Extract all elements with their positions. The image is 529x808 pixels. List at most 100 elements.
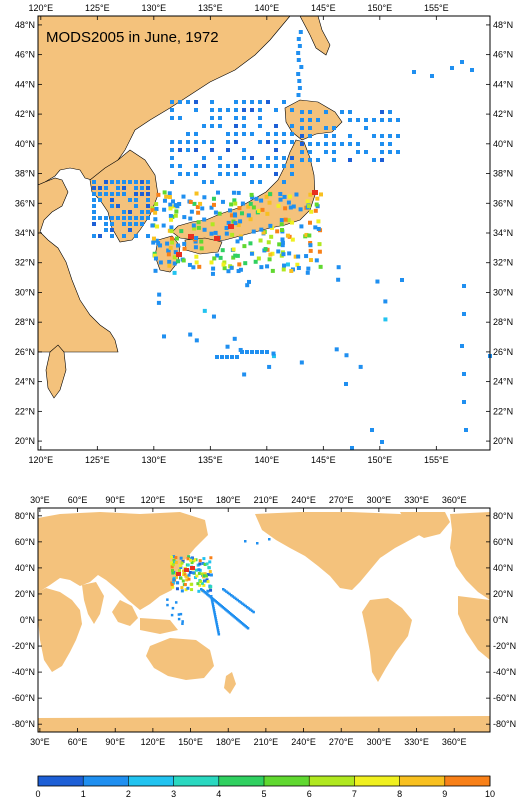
- lat-tick-label: 48°N: [15, 20, 35, 30]
- obs-cell: [218, 124, 222, 128]
- obs-cell: [168, 214, 173, 219]
- obs-cell: [154, 202, 159, 207]
- obs-cell: [162, 334, 167, 339]
- obs-cell: [282, 100, 286, 104]
- obs-cell: [316, 158, 320, 162]
- obs-cell: [296, 266, 301, 271]
- obs-cell: [282, 156, 286, 160]
- obs-cell: [263, 247, 268, 252]
- obs-cell: [98, 216, 102, 220]
- obs-cell: [228, 208, 233, 213]
- obs-cell: [186, 586, 190, 590]
- obs-cell: [308, 142, 312, 146]
- lon-tick-label: 135°E: [198, 3, 223, 13]
- obs-cell: [194, 338, 199, 343]
- obs-cell: [258, 124, 262, 128]
- taiwan: [45, 344, 67, 399]
- obs-cell-high: [312, 190, 318, 195]
- obs-cell: [116, 186, 120, 190]
- obs-cell: [200, 581, 204, 585]
- asia-mainland-north: [37, 15, 291, 186]
- lat-tick-label: -60°N: [493, 693, 516, 703]
- obs-cell: [177, 617, 181, 621]
- obs-cell: [259, 198, 264, 203]
- obs-cell: [242, 244, 247, 249]
- obs-cell: [324, 142, 328, 146]
- obs-cell: [189, 558, 193, 562]
- obs-cell: [215, 190, 220, 195]
- obs-cell: [317, 242, 322, 247]
- obs-cell: [218, 255, 223, 260]
- obs-cell: [104, 180, 108, 184]
- greenland: [400, 512, 450, 538]
- obs-cell: [336, 265, 341, 270]
- obs-cell: [340, 110, 344, 114]
- obs-cell: [228, 592, 231, 596]
- obs-cell: [250, 156, 254, 160]
- obs-cell: [146, 192, 150, 196]
- obs-cell: [289, 220, 294, 225]
- obs-cell: [134, 234, 138, 238]
- obs-cell: [116, 216, 120, 220]
- obs-cell: [174, 575, 178, 579]
- lat-tick-label: 22°N: [493, 406, 513, 416]
- obs-cell: [283, 217, 288, 222]
- obs-cell: [234, 164, 238, 168]
- obs-cell: [195, 205, 200, 210]
- obs-cell: [134, 192, 138, 196]
- obs-cell: [194, 191, 199, 196]
- obs-cell: [193, 558, 197, 562]
- obs-cell: [151, 240, 156, 245]
- lon-tick-label: 270°E: [329, 737, 354, 747]
- obs-cell: [92, 186, 96, 190]
- obs-cell: [305, 199, 310, 204]
- lon-tick-label: 30°E: [30, 495, 50, 505]
- obs-cell: [194, 108, 198, 112]
- obs-cell: [217, 633, 221, 636]
- obs-cell: [247, 607, 251, 610]
- obs-cell: [251, 229, 256, 234]
- obs-cell: [234, 140, 238, 144]
- obs-cell: [122, 210, 126, 214]
- lon-tick-label: 125°E: [85, 455, 110, 465]
- obs-cell: [396, 134, 400, 138]
- obs-cell: [170, 581, 174, 585]
- obs-cell: [169, 217, 174, 222]
- obs-cell: [220, 199, 225, 204]
- obs-cell: [195, 574, 199, 578]
- obs-cell: [230, 232, 235, 237]
- obs-cell: [220, 355, 224, 359]
- obs-cell: [299, 224, 304, 229]
- obs-cell: [268, 192, 273, 197]
- obs-cell: [191, 571, 195, 575]
- obs-cell: [212, 605, 215, 608]
- obs-cell: [296, 58, 301, 62]
- obs-cell: [208, 570, 212, 574]
- eurasia: [38, 512, 208, 610]
- lat-tick-label: 38°N: [15, 169, 35, 179]
- australia: [146, 638, 214, 680]
- obs-cell: [242, 124, 246, 128]
- obs-cell: [316, 118, 320, 122]
- colorbar-label: 0: [35, 789, 40, 799]
- obs-cell: [181, 620, 184, 623]
- obs-cell: [203, 563, 207, 567]
- obs-cell: [209, 260, 214, 265]
- obs-cell: [258, 140, 262, 144]
- lat-tick-label: 28°N: [493, 317, 513, 327]
- obs-cell: [254, 196, 259, 201]
- obs-cell: [172, 555, 176, 559]
- obs-cell: [300, 126, 304, 130]
- obs-cell: [186, 563, 190, 567]
- lon-tick-label: 360°E: [442, 737, 467, 747]
- obs-cell: [300, 142, 304, 146]
- obs-cell: [213, 613, 217, 616]
- obs-cell: [278, 191, 283, 196]
- obs-cell-high: [190, 566, 195, 570]
- lat-tick-label: -80°N: [12, 719, 35, 729]
- obs-cell: [198, 201, 203, 206]
- obs-cell: [156, 300, 161, 305]
- obs-cell: [270, 251, 275, 256]
- obs-cell: [285, 262, 290, 267]
- obs-cell: [245, 350, 249, 354]
